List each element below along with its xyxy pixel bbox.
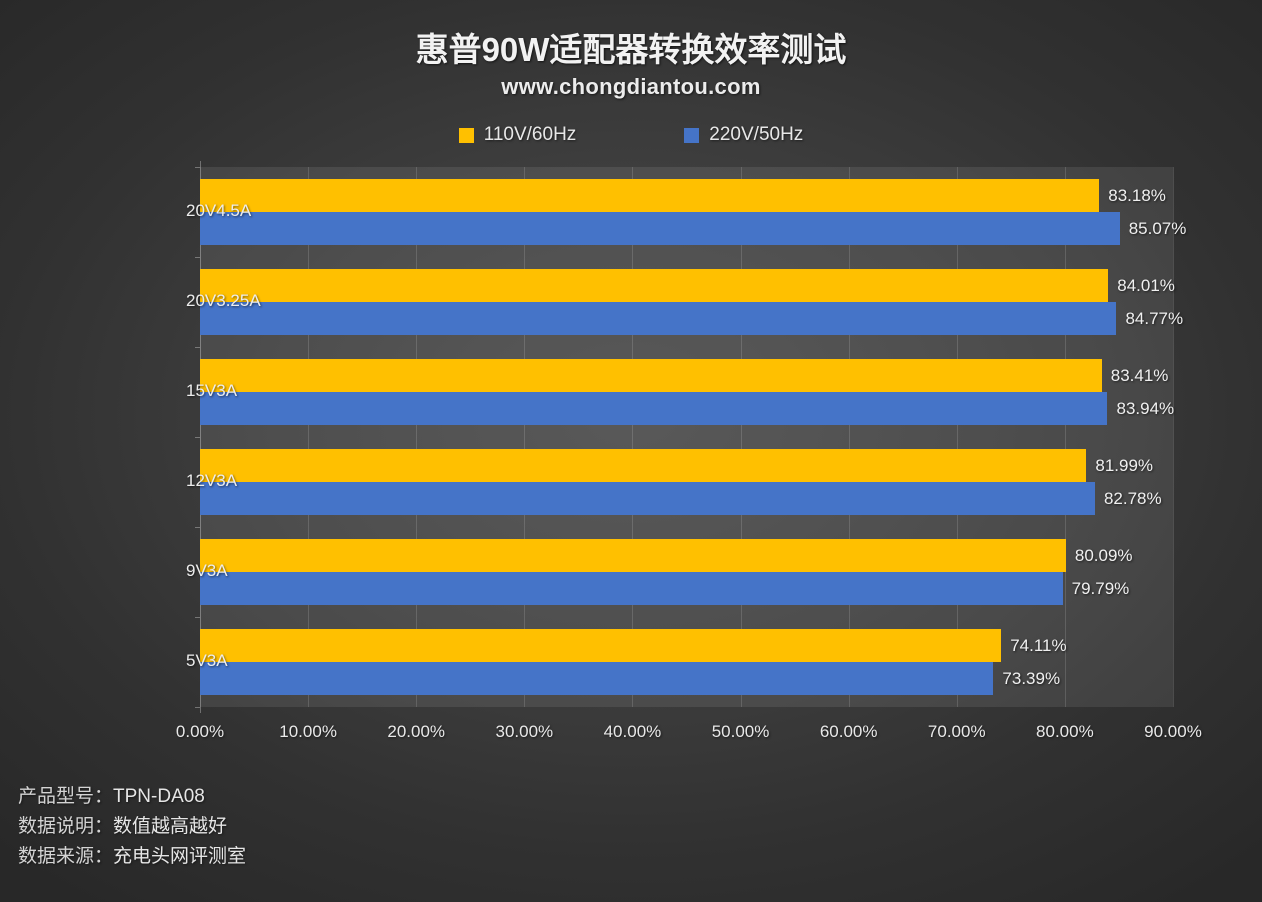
- x-tick-label: 70.00%: [927, 722, 986, 741]
- bar-110V60Hz-15V3A[interactable]: [200, 359, 1102, 392]
- bar-group: 83.41% 83.94%: [200, 359, 1175, 425]
- page-title: 惠普90W适配器转换效率测试: [415, 31, 847, 68]
- bar-value-label: 79.79%: [1071, 579, 1130, 598]
- footer-key: 数据来源：: [18, 846, 114, 867]
- bar-value-label: 83.18%: [1108, 186, 1166, 205]
- title-block: 惠普90W适配器转换效率测试 www.chongdiantou.com: [0, 28, 1262, 102]
- page-subtitle: www.chongdiantou.com: [501, 74, 761, 99]
- bar-value-label: 82.78%: [1103, 489, 1162, 508]
- gridline-90: [1173, 167, 1174, 707]
- gridline-80: [1064, 167, 1066, 707]
- bar-value-label: 80.09%: [1074, 546, 1133, 565]
- x-tick-label: 10.00%: [279, 722, 337, 741]
- x-tick-label: 0.00%: [175, 722, 225, 741]
- bar-value-label: 84.77%: [1125, 309, 1184, 328]
- bar-110V60Hz-12V3A[interactable]: [200, 449, 1087, 482]
- footer-row-2: 数据来源：充电头网评测室: [18, 842, 246, 872]
- gridline-70: [956, 167, 958, 707]
- plot-area: 83.18%85.07%20V4.5A84.01%84.77%20V3.25A8…: [186, 161, 1186, 713]
- gridline-10: [308, 167, 310, 707]
- x-tick-label: 90.00%: [1144, 722, 1202, 741]
- y-tick-mark: [195, 437, 200, 438]
- bar-value-label: 74.11%: [1010, 636, 1067, 655]
- square-swatch-icon: [458, 127, 474, 143]
- bar-value-label: 81.99%: [1095, 456, 1154, 475]
- y-tick-mark: [195, 257, 200, 258]
- bar-group: 81.99% 82.78%: [200, 449, 1173, 515]
- square-swatch-icon: [684, 127, 700, 143]
- legend-item-0[interactable]: 110V/60Hz: [458, 124, 577, 146]
- bar-220V50Hz-12V3A[interactable]: [200, 482, 1095, 515]
- footer-row-1: 数据说明：数值越高越好: [18, 812, 246, 842]
- footer-value: TPN-DA08: [113, 786, 205, 807]
- footer-value: 数值越高越好: [113, 816, 228, 837]
- bar-value-label: 83.94%: [1116, 399, 1175, 418]
- bar-220V50Hz-20V3.25A[interactable]: [200, 302, 1117, 335]
- y-axis-line: [200, 161, 201, 713]
- bar-220V50Hz-20V4.5A[interactable]: [200, 212, 1120, 245]
- chart-legend: 110V/60Hz 220V/50Hz: [0, 124, 1262, 146]
- bar-110V60Hz-9V3A[interactable]: [200, 539, 1066, 572]
- x-tick-label: 50.00%: [711, 722, 770, 741]
- bar-group: 84.01% 84.77%: [200, 269, 1183, 335]
- bar-group: 80.09% 79.79%: [200, 539, 1173, 605]
- y-tick-mark: [195, 527, 200, 528]
- legend-item-1[interactable]: 220V/50Hz: [684, 124, 803, 146]
- bar-value-label: 83.41%: [1110, 366, 1169, 385]
- footer-key: 数据说明：: [18, 816, 114, 837]
- x-tick-label: 30.00%: [495, 722, 554, 741]
- bar-220V50Hz-5V3A[interactable]: [200, 662, 994, 695]
- bar-group: 74.11% 73.39%: [200, 629, 1173, 695]
- gridline-20: [416, 167, 418, 707]
- gridline-30: [524, 167, 526, 707]
- y-tick-mark: [195, 167, 200, 168]
- footer-value: 充电头网评测室: [113, 846, 247, 867]
- x-tick-label: 40.00%: [603, 722, 662, 741]
- y-tick-mark: [195, 347, 200, 348]
- bar-value-label: 73.39%: [1002, 669, 1061, 688]
- y-tick-mark: [195, 707, 200, 708]
- bar-220V50Hz-15V3A[interactable]: [200, 392, 1108, 425]
- bar-220V50Hz-9V3A[interactable]: [200, 572, 1063, 605]
- bar-value-label: 84.01%: [1117, 276, 1175, 295]
- footer-notes: 产品型号：TPN-DA08 数据说明：数值越高越好 数据来源：充电头网评测室: [18, 782, 246, 872]
- bar-110V60Hz-20V4.5A[interactable]: [200, 179, 1100, 212]
- gridline-50: [740, 167, 742, 707]
- legend-label: 110V/60Hz: [483, 124, 577, 145]
- footer-row-0: 产品型号：TPN-DA08: [18, 782, 246, 812]
- legend-label: 220V/50Hz: [709, 124, 804, 145]
- bar-value-label: 85.07%: [1128, 219, 1187, 238]
- bar-group: 83.18% 85.07%: [200, 179, 1186, 245]
- gridline-40: [632, 167, 634, 707]
- bar-110V60Hz-5V3A[interactable]: [200, 629, 1002, 662]
- x-tick-label: 20.00%: [387, 722, 446, 741]
- x-tick-label: 60.00%: [819, 722, 878, 741]
- gridline-60: [848, 167, 850, 707]
- footer-key: 产品型号：: [18, 786, 114, 807]
- bar-110V60Hz-20V3.25A[interactable]: [200, 269, 1109, 302]
- y-tick-mark: [195, 617, 200, 618]
- x-tick-label: 80.00%: [1036, 722, 1094, 741]
